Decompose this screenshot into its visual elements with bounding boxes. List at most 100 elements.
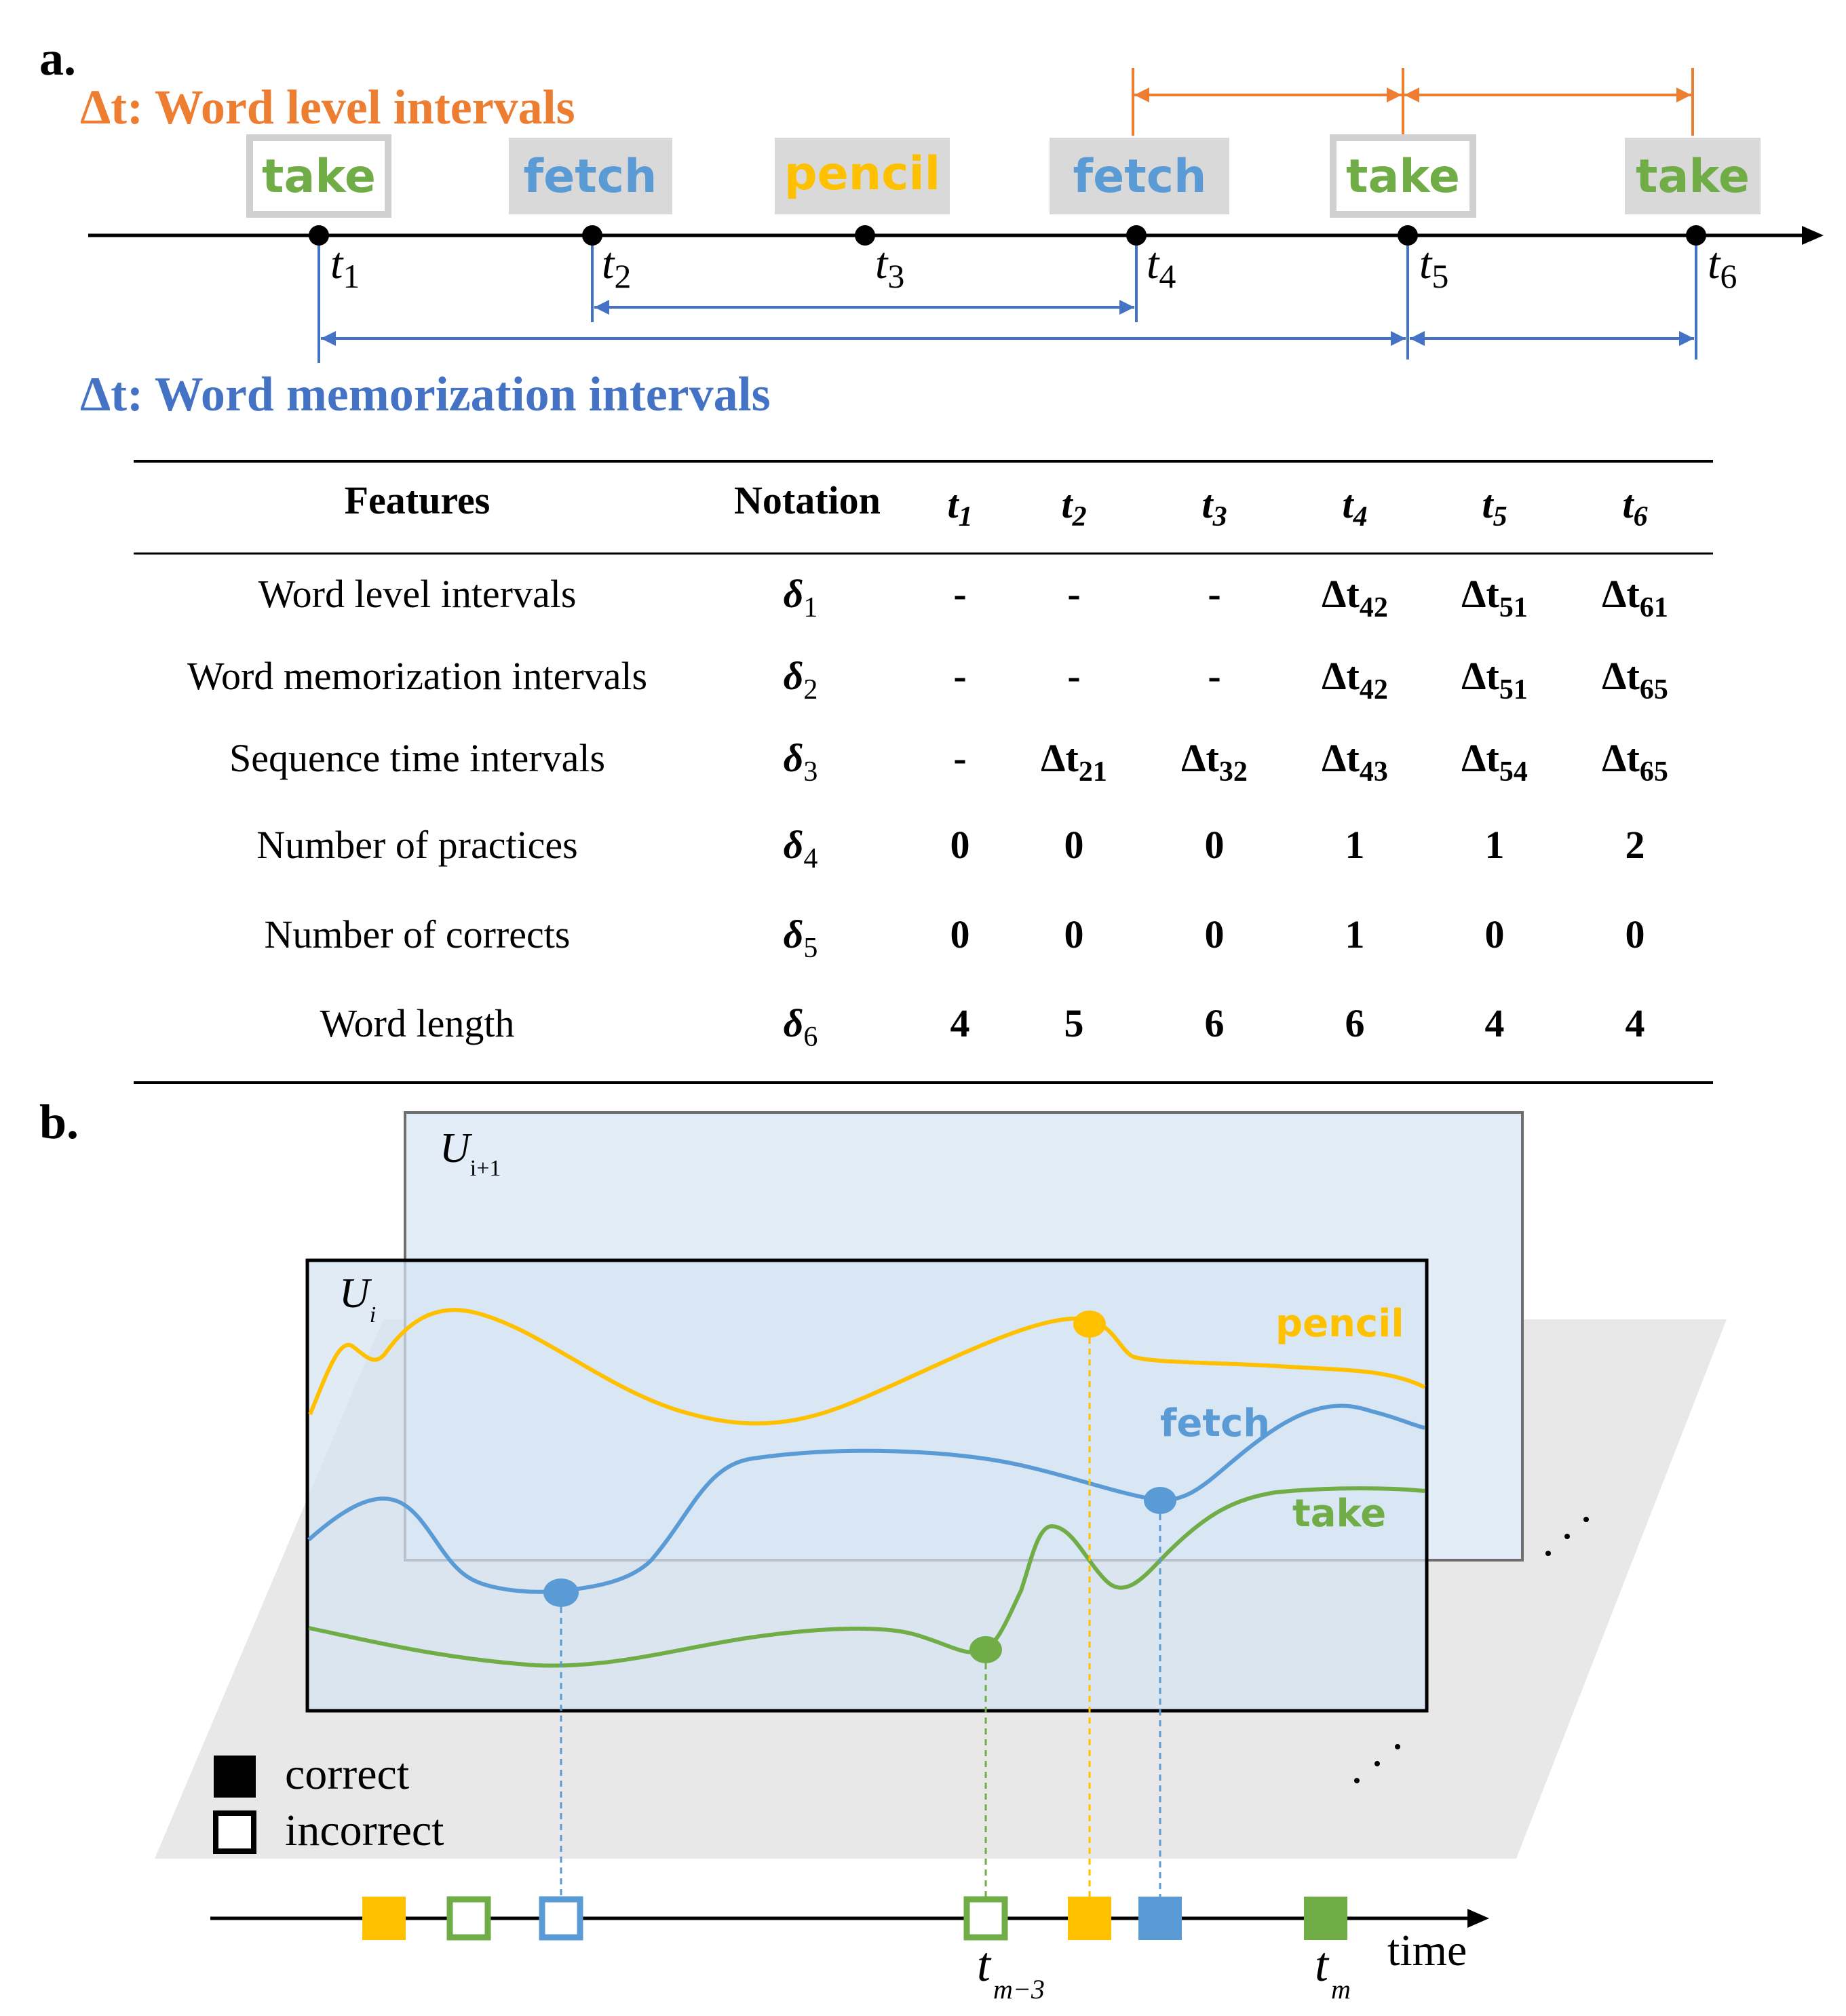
table-cell: -: [953, 736, 966, 780]
table-cell: Δt32: [1181, 736, 1248, 788]
event-dot-5: [1398, 225, 1418, 246]
word-box-6: take: [1625, 138, 1761, 214]
panel-a-label: a.: [39, 31, 76, 85]
table-row: Word memorization intervals δ2 - - - Δt42 Δt51…: [187, 654, 1668, 705]
table-cell: 0: [950, 823, 970, 867]
table-cell: 0: [1205, 912, 1225, 956]
panel-b-label: b.: [39, 1095, 79, 1149]
table-cell: -: [1067, 572, 1080, 616]
table-cell: Δt51: [1461, 654, 1528, 705]
table-cell: Δt43: [1322, 736, 1388, 788]
panel-a: a. Δt: Word level intervals take fetch p…: [39, 31, 1824, 421]
table-cell: 0: [950, 912, 970, 956]
time-label-1: t1: [330, 239, 360, 295]
feature-label: Number of practices: [256, 823, 577, 867]
timeline-b-arrowhead: [1467, 1909, 1489, 1928]
features-table: Features Notation t1 t2 t3 t4 t5 t6 Word…: [134, 460, 1713, 1084]
time-labels-a: t1 t2 t3 t4 t5 t6: [330, 239, 1737, 295]
word-label-take-5: take: [1346, 150, 1460, 203]
time-label-6: t6: [1708, 239, 1737, 295]
header-t6: t6: [1622, 482, 1647, 532]
fetch-curve-dot-1: [543, 1578, 579, 1607]
legend-incorrect-swatch: [213, 1810, 256, 1854]
table-row: Word level intervals δ1 - - - Δt42 Δt51 Δt61: [258, 572, 1668, 623]
word-level-brackets: [1132, 68, 1694, 136]
table-cell: 1: [1345, 912, 1365, 956]
mark-pencil-correct-2: [1068, 1897, 1111, 1940]
table-cell: 4: [950, 1001, 970, 1045]
event-dot-4: [1126, 225, 1147, 246]
word-label-take-6: take: [1636, 150, 1750, 203]
mark-take-incorrect-2: [963, 1896, 1008, 1941]
table-cell: 4: [1626, 1001, 1645, 1045]
header-t4: t4: [1342, 482, 1367, 532]
legend-correct-swatch: [214, 1756, 256, 1798]
table-cell: Δt65: [1602, 654, 1668, 705]
timeline-marks: [362, 1896, 1347, 1941]
take-curve-label: take: [1292, 1492, 1386, 1536]
word-label-take-1: take: [262, 150, 376, 203]
table-row: Number of practices δ4 0 0 0 1 1 2: [256, 823, 1645, 874]
table-cell: 0: [1626, 912, 1645, 956]
table-cell: -: [953, 654, 966, 698]
header-t5: t5: [1482, 482, 1507, 532]
memorization-verticals: [318, 239, 1697, 363]
legend-incorrect-label: incorrect: [285, 1806, 444, 1855]
feature-label: Number of corrects: [265, 912, 571, 956]
table-cell: 0: [1205, 823, 1225, 867]
time-label-4: t4: [1147, 239, 1176, 295]
header-features: Features: [345, 478, 491, 522]
word-box-1: take: [246, 134, 391, 218]
feature-label: Word level intervals: [258, 572, 577, 616]
table-cell: -: [1208, 654, 1220, 698]
word-label-fetch-4: fetch: [1073, 150, 1207, 203]
header-t3: t3: [1201, 482, 1227, 532]
table-cell: 1: [1485, 823, 1505, 867]
table-cell: Δt42: [1322, 572, 1388, 623]
word-label-fetch-2: fetch: [524, 150, 657, 203]
fetch-curve-label: fetch: [1160, 1401, 1270, 1446]
word-box-3: pencil: [775, 138, 950, 214]
plane-ellipsis-upper: [1545, 1517, 1589, 1556]
fetch-curve-dot-2: [1144, 1487, 1176, 1514]
drop-lines: [560, 1338, 1161, 1905]
word-memorization-intervals-title: Δt: Word memorization intervals: [80, 367, 771, 421]
word-box-5: take: [1330, 134, 1476, 218]
front-plane-label: Ui: [339, 1271, 376, 1327]
mark-pencil-correct-1: [362, 1897, 406, 1940]
notation-cell: δ3: [784, 736, 818, 788]
table-cell: Δt65: [1602, 736, 1668, 788]
table-cell: -: [1208, 572, 1220, 616]
header-t1: t1: [947, 482, 972, 532]
front-plane: [305, 1258, 1429, 1713]
mark-take-correct: [1304, 1897, 1347, 1940]
memorization-intervals: [321, 300, 1694, 346]
word-level-intervals-title: Δt: Word level intervals: [80, 80, 575, 134]
feature-label: Word length: [320, 1001, 515, 1045]
table-cell: 6: [1205, 1001, 1225, 1045]
pencil-curve-dot: [1073, 1311, 1106, 1338]
table-header-row: Features Notation t1 t2 t3 t4 t5 t6: [345, 478, 1648, 532]
event-dot-3: [855, 225, 875, 246]
table-cell: Δt21: [1041, 736, 1107, 788]
event-dot-1: [309, 225, 329, 246]
word-box-4: fetch: [1050, 138, 1229, 214]
pencil-curve: [308, 1308, 1426, 1426]
tick-label-m-3: t m−3: [977, 1937, 1045, 2004]
mark-fetch-correct: [1138, 1897, 1182, 1940]
table-cell: Δt51: [1461, 572, 1528, 623]
table-cell: 4: [1485, 1001, 1505, 1045]
table-row: Word length δ6 4 5 6 6 4 4: [320, 1001, 1645, 1053]
time-label-5: t5: [1419, 239, 1448, 295]
header-t2: t2: [1061, 482, 1086, 532]
mark-take-incorrect-1: [446, 1896, 491, 1941]
plane-ellipsis-lower: [1354, 1744, 1400, 1783]
event-dot-6: [1686, 225, 1706, 246]
table-cell: 6: [1345, 1001, 1365, 1045]
table-cell: 0: [1064, 823, 1084, 867]
back-plane-label: Ui+1: [440, 1125, 501, 1181]
table-cell: -: [1067, 654, 1080, 698]
take-curve: [308, 1486, 1425, 1668]
table-cell: -: [953, 572, 966, 616]
